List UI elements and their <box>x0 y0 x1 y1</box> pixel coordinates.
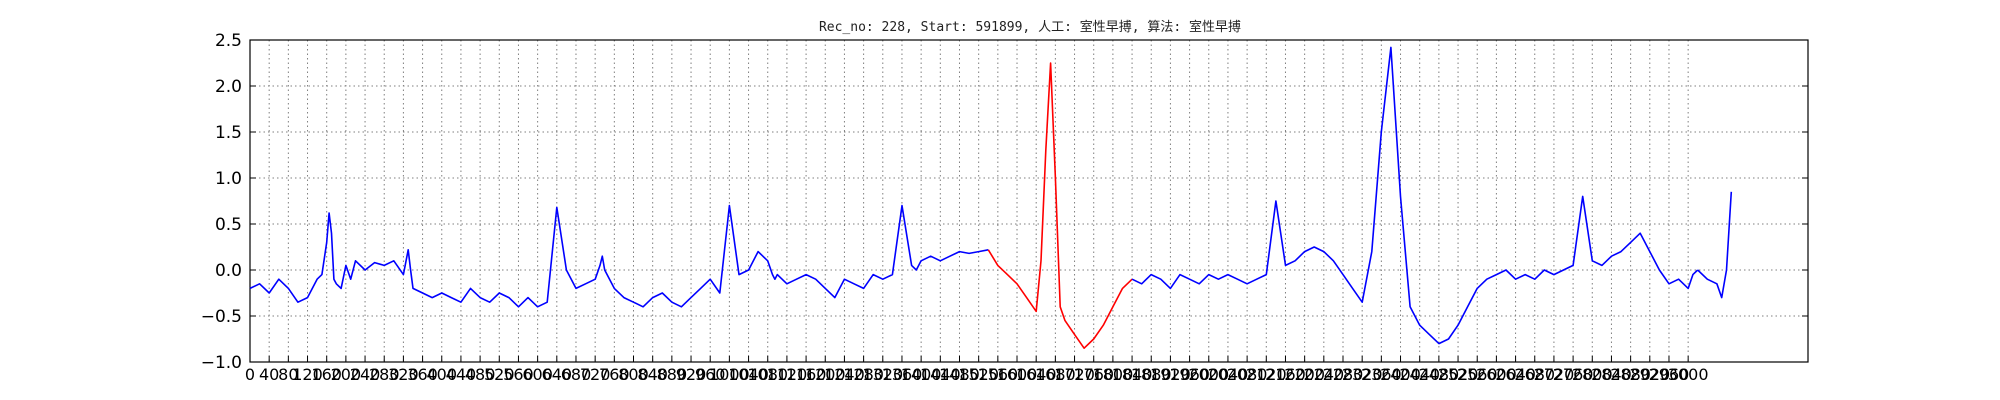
x-tick-label: 160 <box>311 365 342 384</box>
x-tick-label: 760 <box>599 365 630 384</box>
x-tick-label: 600 <box>522 365 553 384</box>
x-tick-label: 480 <box>465 365 496 384</box>
x-tick-label: 960 <box>695 365 726 384</box>
x-tick-label: 1400 <box>901 365 942 384</box>
y-tick-label: 1.0 <box>215 169 242 189</box>
x-tick-label: 1840 <box>1112 365 1153 384</box>
x-tick-label: 2200 <box>1284 365 1325 384</box>
x-tick-label: 80 <box>278 365 298 384</box>
chart-title: Rec_no: 228, Start: 591899, 人工: 室性早搏, 算法… <box>818 20 1242 35</box>
y-tick-label: 0.5 <box>215 215 242 235</box>
x-tick-label: 2160 <box>1265 365 1306 384</box>
x-tick-label: 800 <box>618 365 649 384</box>
x-tick-label: 2800 <box>1572 365 1613 384</box>
x-tick-label: 1280 <box>843 365 884 384</box>
x-tick-label: 2880 <box>1610 365 1651 384</box>
x-tick-label: 2680 <box>1514 365 1555 384</box>
x-tick-label: 2600 <box>1476 365 1517 384</box>
y-tick-label: −0.5 <box>201 307 242 327</box>
x-tick-label: 2440 <box>1399 365 1440 384</box>
x-tick-label: 2760 <box>1553 365 1594 384</box>
x-tick-label: 2000 <box>1188 365 1229 384</box>
x-tick-label: 320 <box>388 365 419 384</box>
x-tick-label: 2040 <box>1208 365 1249 384</box>
ecg-trace <box>1131 46 1699 345</box>
x-tick-label: 1440 <box>920 365 961 384</box>
y-tick-label: 0.0 <box>215 261 242 281</box>
x-tick-label: 1360 <box>882 365 923 384</box>
x-tick-label: 1600 <box>997 365 1038 384</box>
x-tick-label: 280 <box>369 365 400 384</box>
x-tick-label: 1920 <box>1150 365 1191 384</box>
x-tick-label: 120 <box>292 365 323 384</box>
x-tick-label: 2520 <box>1438 365 1479 384</box>
x-tick-label: 2400 <box>1380 365 1421 384</box>
x-tick-label: 1480 <box>939 365 980 384</box>
x-tick-label: 840 <box>637 365 668 384</box>
x-tick-label: 880 <box>657 365 688 384</box>
y-tick-label: 2.0 <box>215 77 242 97</box>
x-tick-label: 2560 <box>1457 365 1498 384</box>
x-tick-label: 1040 <box>728 365 769 384</box>
ecg-trace <box>1697 191 1733 299</box>
x-tick-label: 2320 <box>1342 365 1383 384</box>
x-tick-label: 720 <box>580 365 611 384</box>
x-tick-label: 920 <box>676 365 707 384</box>
x-tick-label: 2640 <box>1495 365 1536 384</box>
x-tick-label: 2120 <box>1246 365 1287 384</box>
x-tick-label: 2240 <box>1303 365 1344 384</box>
x-tick-label: 1760 <box>1073 365 1114 384</box>
ecg-trace <box>249 204 989 308</box>
x-tick-label: 560 <box>503 365 534 384</box>
x-tick-label: 2080 <box>1227 365 1268 384</box>
y-tick-label: −1.0 <box>201 353 242 373</box>
x-tick-label: 2280 <box>1323 365 1364 384</box>
x-tick-label: 680 <box>561 365 592 384</box>
y-tick-label: 2.5 <box>215 31 242 51</box>
plot-frame <box>249 39 1809 363</box>
x-tick-label: 1800 <box>1093 365 1134 384</box>
x-tick-label: 1160 <box>786 365 827 384</box>
x-tick-label: 1080 <box>747 365 788 384</box>
x-tick-label: 520 <box>484 365 515 384</box>
x-tick-label: 1960 <box>1169 365 1210 384</box>
x-tick-label: 1000 <box>709 365 750 384</box>
x-tick-label: 360 <box>407 365 438 384</box>
x-tick-label: 640 <box>542 365 573 384</box>
x-tick-label: 3000 <box>1668 365 1709 384</box>
y-tick-label: 1.5 <box>215 123 242 143</box>
ecg-trace-highlighted <box>987 62 1133 350</box>
x-tick-label: 1720 <box>1054 365 1095 384</box>
x-tick-label: 2920 <box>1629 365 1670 384</box>
x-tick-label: 2720 <box>1534 365 1575 384</box>
x-tick-label: 2840 <box>1591 365 1632 384</box>
x-tick-label: 240 <box>350 365 381 384</box>
x-tick-label: 1120 <box>767 365 808 384</box>
x-tick-label: 1520 <box>958 365 999 384</box>
x-tick-label: 1320 <box>862 365 903 384</box>
x-tick-label: 1880 <box>1131 365 1172 384</box>
x-tick-label: 2960 <box>1649 365 1690 384</box>
x-tick-label: 2360 <box>1361 365 1402 384</box>
x-tick-label: 400 <box>426 365 457 384</box>
x-tick-label: 1240 <box>824 365 865 384</box>
x-tick-label: 200 <box>331 365 362 384</box>
x-tick-label: 2480 <box>1419 365 1460 384</box>
x-tick-label: 1200 <box>805 365 846 384</box>
x-tick-label: 0 <box>245 365 255 384</box>
x-tick-label: 1680 <box>1035 365 1076 384</box>
x-tick-label: 440 <box>446 365 477 384</box>
x-tick-label: 1560 <box>977 365 1018 384</box>
x-tick-label: 1640 <box>1016 365 1057 384</box>
x-tick-label: 40 <box>259 365 279 384</box>
